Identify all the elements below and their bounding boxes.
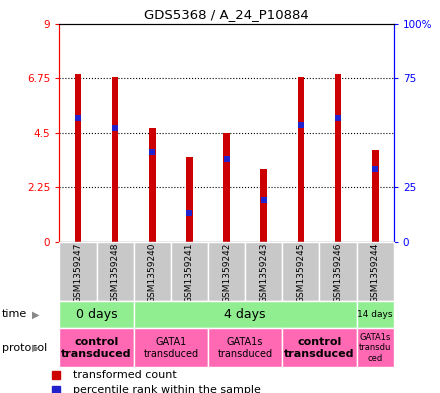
Bar (372, 150, 378, 242)
Bar (357, 328, 394, 367)
Text: GSM1359242: GSM1359242 (222, 242, 231, 303)
Text: GSM1359241: GSM1359241 (185, 242, 194, 303)
Text: GSM1359244: GSM1359244 (371, 242, 380, 303)
Text: control
transduced: control transduced (61, 337, 132, 358)
Text: 14 days: 14 days (357, 310, 393, 319)
Bar (75, 74, 81, 242)
Bar (134, 328, 208, 367)
Title: GDS5368 / A_24_P10884: GDS5368 / A_24_P10884 (144, 8, 309, 21)
Bar (186, 157, 193, 242)
Text: GSM1359248: GSM1359248 (110, 242, 120, 303)
Text: protocol: protocol (2, 343, 48, 353)
Text: ▶: ▶ (32, 343, 39, 353)
Bar (96, 242, 134, 301)
Bar (112, 77, 118, 242)
Text: GATA1s
transduced: GATA1s transduced (218, 337, 273, 358)
Text: 0 days: 0 days (76, 308, 117, 321)
Text: transformed count: transformed count (73, 370, 177, 380)
Bar (59, 242, 96, 301)
Bar (208, 328, 282, 367)
Bar (260, 169, 267, 242)
Bar (282, 242, 319, 301)
Text: GATA1s
transdu
ced: GATA1s transdu ced (359, 333, 392, 363)
Bar (357, 242, 394, 301)
Bar (59, 301, 134, 328)
Text: GSM1359243: GSM1359243 (259, 242, 268, 303)
Bar (134, 242, 171, 301)
Text: GSM1359245: GSM1359245 (297, 242, 305, 303)
Bar (297, 77, 304, 242)
Text: percentile rank within the sample: percentile rank within the sample (73, 386, 261, 393)
Text: ▶: ▶ (32, 309, 39, 320)
Bar (223, 132, 230, 242)
Text: GSM1359240: GSM1359240 (148, 242, 157, 303)
Bar (171, 242, 208, 301)
Text: time: time (2, 309, 27, 320)
Text: GSM1359247: GSM1359247 (73, 242, 82, 303)
Bar (319, 242, 357, 301)
Bar (149, 128, 156, 242)
Text: GATA1
transduced: GATA1 transduced (143, 337, 198, 358)
Bar (335, 74, 341, 242)
Bar (357, 301, 394, 328)
Bar (282, 328, 357, 367)
Text: control
transduced: control transduced (284, 337, 355, 358)
Bar (208, 242, 245, 301)
Text: GSM1359246: GSM1359246 (334, 242, 343, 303)
Text: 4 days: 4 days (224, 308, 266, 321)
Bar (59, 328, 134, 367)
Bar (245, 242, 282, 301)
Bar (134, 301, 357, 328)
